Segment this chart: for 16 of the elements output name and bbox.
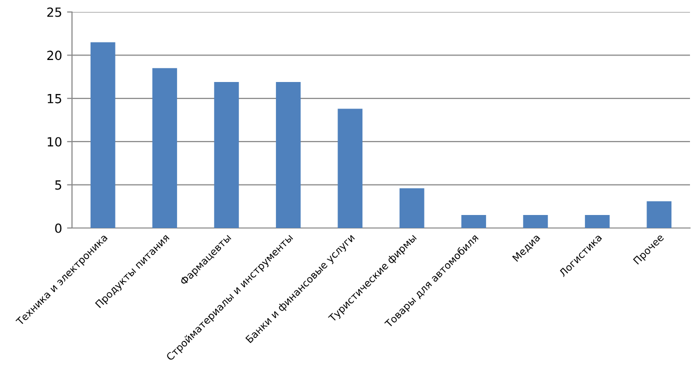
bar <box>400 188 424 228</box>
bar <box>461 215 486 228</box>
bar <box>90 42 116 228</box>
y-tick-label: 20 <box>47 50 62 60</box>
bar <box>646 201 672 228</box>
bar <box>338 108 362 228</box>
y-tick-label: 10 <box>48 137 62 147</box>
bar <box>214 82 239 228</box>
y-tick-label: 0 <box>55 223 62 233</box>
y-tick-label: 5 <box>55 180 62 190</box>
bar <box>584 215 610 228</box>
y-tick-label: 15 <box>48 94 62 104</box>
bar <box>152 68 178 228</box>
y-tick-label: 25 <box>47 7 62 17</box>
bar <box>523 215 548 228</box>
bar <box>276 82 301 228</box>
